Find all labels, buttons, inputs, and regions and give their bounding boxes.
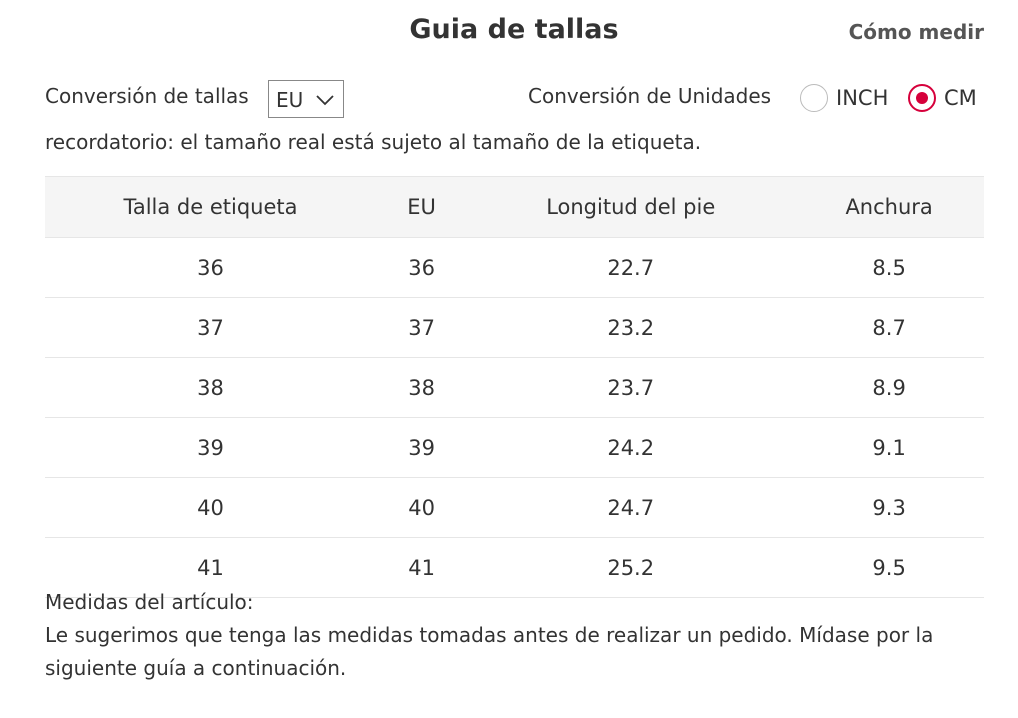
table-cell: 40 [375,477,468,538]
table-cell: 9.3 [794,477,984,538]
column-header: Longitud del pie [467,176,795,238]
table-cell: 25.2 [467,537,795,598]
size-reminder-text: recordatorio: el tamaño real está sujeto… [45,130,702,154]
table-cell: 8.5 [794,237,984,298]
table-cell: 23.7 [467,357,795,418]
table-cell: 37 [375,297,468,358]
table-cell: 40 [45,477,376,538]
table-row: 38 38 23.7 8.9 [45,357,984,418]
column-header: EU [375,176,468,238]
table-row: 40 40 24.7 9.3 [45,477,984,538]
table-cell: 38 [375,357,468,418]
radio-selected-icon[interactable] [908,84,936,112]
table-row: 37 37 23.2 8.7 [45,297,984,358]
unit-label-cm: CM [944,86,977,110]
table-cell: 41 [375,537,468,598]
measurements-heading: Medidas del artículo: [45,590,254,614]
table-cell: 8.9 [794,357,984,418]
column-header: Talla de etiqueta [45,176,376,238]
page-title: Guia de tallas [409,14,619,45]
measurements-text: Le sugerimos que tenga las medidas tomad… [45,623,934,680]
table-cell: 36 [45,237,376,298]
radio-unselected-icon[interactable] [800,84,828,112]
item-measurements-note: Medidas del artículo: Le sugerimos que t… [45,586,985,685]
chevron-down-icon [316,95,334,106]
table-cell: 39 [45,417,376,478]
size-conversion-label: Conversión de tallas [45,84,249,108]
table-cell: 8.7 [794,297,984,358]
how-to-measure-link[interactable]: Cómo medir [848,20,984,44]
column-header: Anchura [794,176,984,238]
size-table: Talla de etiqueta EU Longitud del pie An… [45,176,984,598]
table-cell: 24.2 [467,417,795,478]
table-cell: 38 [45,357,376,418]
table-row: 39 39 24.2 9.1 [45,417,984,478]
table-cell: 23.2 [467,297,795,358]
conversion-controls: Conversión de tallas EU Conversión de Un… [45,80,984,120]
table-cell: 41 [45,537,376,598]
table-cell: 39 [375,417,468,478]
table-cell: 9.1 [794,417,984,478]
unit-conversion-label: Conversión de Unidades [528,84,772,108]
unit-label-inch: INCH [836,86,889,110]
table-cell: 37 [45,297,376,358]
table-cell: 24.7 [467,477,795,538]
size-system-value: EU [276,88,304,112]
size-system-select[interactable]: EU [268,80,344,118]
table-cell: 9.5 [794,537,984,598]
table-header-row: Talla de etiqueta EU Longitud del pie An… [45,176,984,238]
table-cell: 22.7 [467,237,795,298]
table-cell: 36 [375,237,468,298]
table-row: 36 36 22.7 8.5 [45,237,984,298]
table-row: 41 41 25.2 9.5 [45,537,984,598]
